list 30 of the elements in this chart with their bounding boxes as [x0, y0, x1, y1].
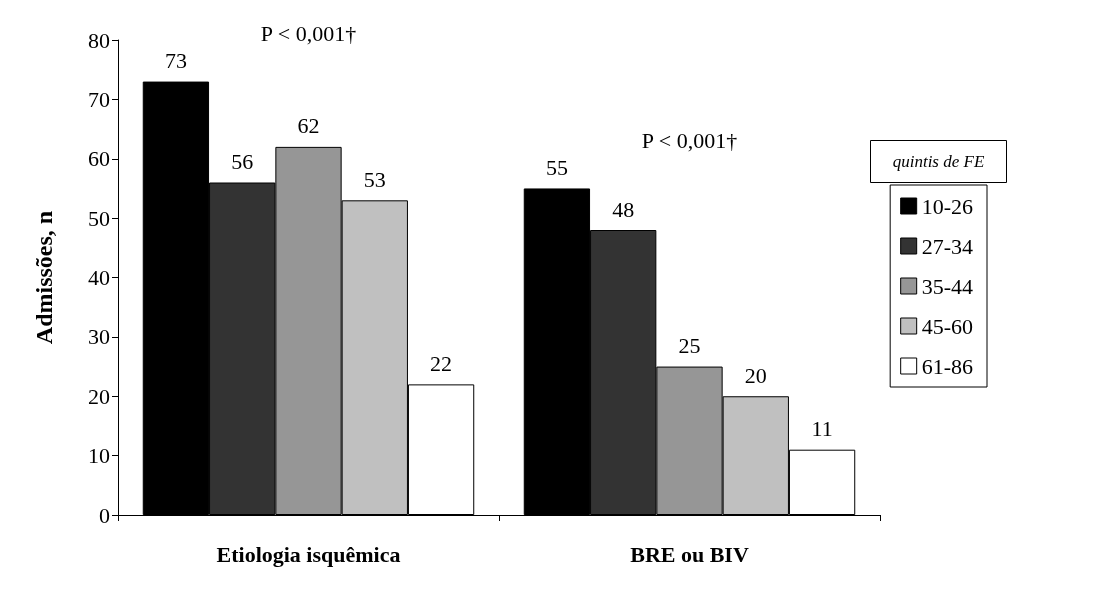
legend-label: 27-34	[921, 233, 973, 259]
data-label: 48	[612, 196, 635, 222]
y-tick-label: 10	[88, 443, 110, 469]
y-tick-label: 40	[88, 265, 110, 290]
legend-label: 45-60	[921, 313, 973, 339]
data-label: 56	[231, 149, 254, 174]
y-tick-label: 0	[99, 502, 110, 528]
data-label: 25	[678, 333, 701, 359]
y-axis-title: Admissões, n	[31, 210, 57, 345]
y-tick-label: 50	[88, 205, 110, 231]
data-label: 11	[811, 416, 833, 442]
data-label: 22	[430, 350, 453, 376]
legend-label: 61-86	[921, 353, 973, 379]
x-tick-label: BRE ou BIV	[630, 541, 749, 567]
legend-title: quintis de FE	[892, 152, 985, 171]
y-tick-label: 20	[88, 383, 110, 409]
data-label: 62	[297, 113, 320, 139]
y-tick-label: 60	[88, 146, 110, 172]
annotation: P < 0,001†	[641, 127, 738, 153]
data-label: 55	[545, 154, 568, 180]
data-label: 53	[363, 166, 386, 192]
y-tick-label: 30	[88, 324, 110, 350]
y-tick-label: 70	[88, 86, 110, 112]
data-label: 73	[164, 48, 187, 74]
legend-label: 35-44	[921, 273, 973, 299]
annotation: P < 0,001†	[260, 21, 357, 47]
legend-label: 10-26	[921, 193, 973, 219]
data-label: 20	[744, 362, 767, 388]
x-tick-label: Etiologia isquêmica	[216, 541, 401, 567]
y-tick-label: 80	[88, 27, 110, 53]
